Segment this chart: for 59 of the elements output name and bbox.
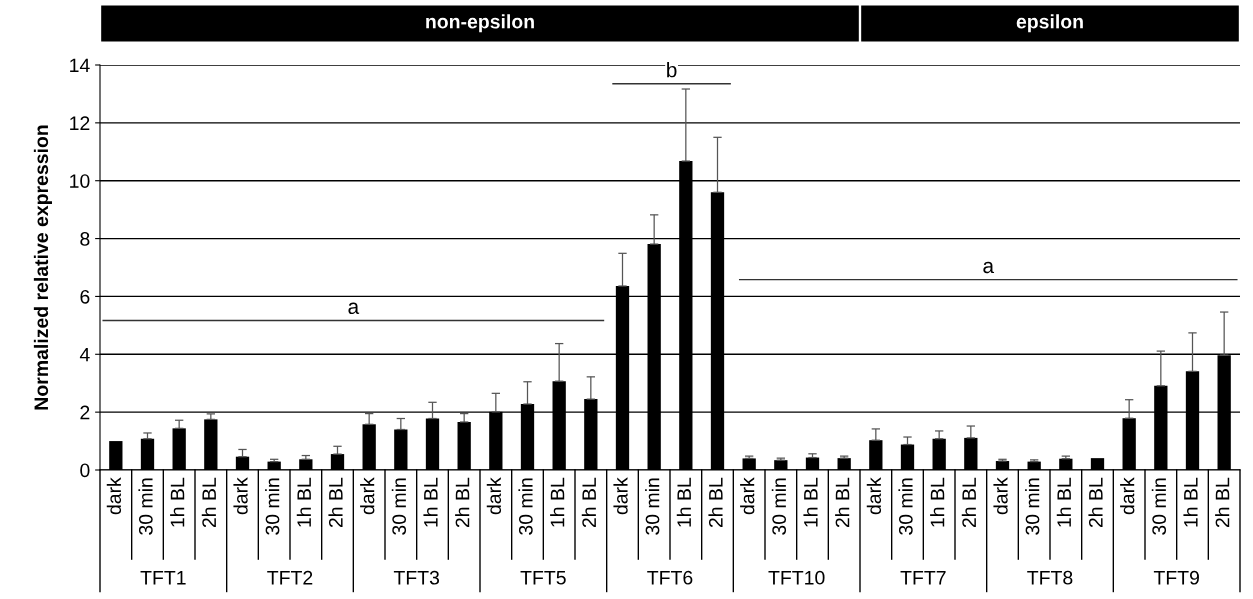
- y-tick-label: 6: [80, 289, 90, 304]
- text: TFT7: [900, 571, 946, 585]
- x-tick-label: 2h BL: [961, 477, 976, 528]
- x-tick-label: 30 min: [265, 478, 280, 535]
- x-tick-label: 30 min: [645, 478, 660, 535]
- x-tick-label: 1h BL: [550, 477, 565, 527]
- x-tick-label: 1h BL: [296, 477, 311, 527]
- x-tick-label: 30 min: [1025, 478, 1040, 535]
- x-tick-label: 1h BL: [1183, 477, 1198, 527]
- x-tick-label: 1h BL: [930, 477, 945, 527]
- y-tick-label: 8: [80, 232, 90, 246]
- y-tick-label: 12: [70, 116, 90, 130]
- x-tick-label: dark: [106, 477, 122, 515]
- x-tick-label: 1h BL: [1056, 477, 1071, 527]
- y-tick-label: 0: [80, 463, 90, 478]
- x-tick-label: 30 min: [138, 478, 153, 535]
- text: TFT6: [647, 570, 693, 585]
- x-tick-label: dark: [993, 477, 1008, 515]
- x-tick-label: 1h BL: [170, 477, 185, 527]
- x-tick-label: dark: [613, 477, 628, 515]
- text: TFT2: [267, 570, 313, 585]
- text: TFT10: [768, 570, 825, 585]
- annotation: a: [348, 302, 360, 315]
- x-tick-label: 30 min: [391, 478, 407, 535]
- x-tick-label: 30 min: [898, 478, 913, 535]
- annotation: b: [667, 62, 677, 78]
- x-tick-label: 2h BL: [1088, 477, 1103, 528]
- text: TFT8: [1027, 570, 1073, 585]
- x-tick-label: 2h BL: [201, 477, 216, 528]
- x-tick-label: dark: [866, 477, 882, 515]
- x-tick-label: 2h BL: [1215, 477, 1230, 528]
- x-tick-label: dark: [233, 477, 248, 515]
- x-tick-label: 1h BL: [676, 477, 691, 527]
- y-tick-label: 14: [70, 58, 90, 73]
- x-tick-label: dark: [486, 477, 502, 515]
- y-tick-label: 10: [70, 174, 90, 188]
- text: non-epsilon: [426, 14, 534, 33]
- x-tick-label: 2h BL: [708, 477, 723, 528]
- x-tick-label: 30 min: [771, 478, 787, 535]
- y-axis-title: Normalized relative expression: [33, 125, 52, 410]
- x-tick-label: dark: [360, 477, 375, 515]
- x-tick-label: 2h BL: [455, 477, 470, 528]
- text: TFT3: [393, 570, 440, 585]
- text: TFT5: [520, 571, 566, 585]
- text: epsilon: [1016, 14, 1083, 33]
- x-tick-label: dark: [1120, 477, 1135, 515]
- text: TFT9: [1153, 570, 1199, 585]
- x-tick-label: 1h BL: [803, 477, 818, 527]
- annotation: a: [983, 261, 995, 274]
- y-tick-label: 2: [80, 405, 90, 420]
- x-tick-label: 30 min: [1151, 478, 1167, 535]
- x-tick-label: 30 min: [518, 478, 533, 535]
- text: TFT1: [140, 571, 186, 585]
- y-tick-label: 4: [79, 347, 90, 362]
- x-tick-label: 2h BL: [835, 477, 850, 528]
- x-tick-label: 2h BL: [328, 477, 343, 528]
- x-tick-label: dark: [740, 477, 755, 515]
- x-tick-label: 2h BL: [581, 477, 596, 528]
- x-tick-label: 1h BL: [423, 477, 438, 527]
